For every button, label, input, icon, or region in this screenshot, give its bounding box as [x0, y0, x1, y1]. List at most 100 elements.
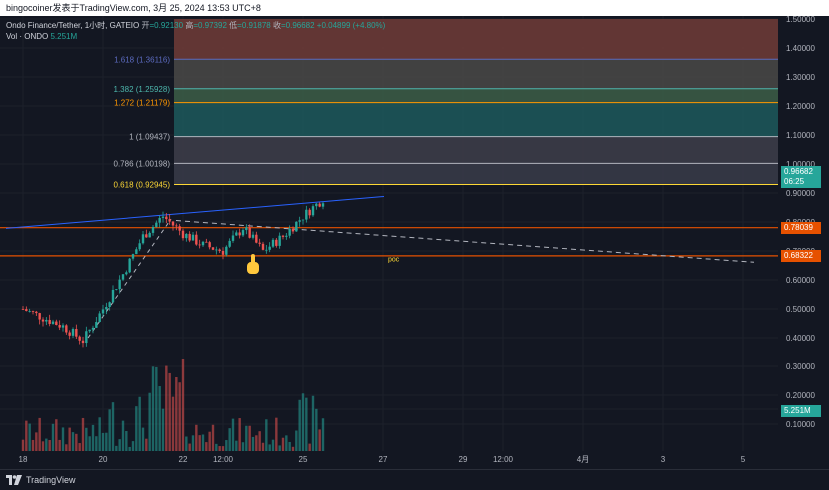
fib-level-label: 1 (1.09437) — [129, 133, 170, 142]
volume-bar — [101, 432, 105, 451]
candle-body — [151, 226, 155, 233]
volume-bar — [71, 432, 75, 451]
candle-body — [115, 289, 118, 290]
candle-body — [85, 331, 88, 344]
volume-bar — [301, 393, 305, 451]
open-value: =0.92130 — [149, 21, 184, 30]
trend-line-rise — [87, 218, 172, 339]
candle-body — [55, 321, 58, 326]
candle-body — [135, 249, 138, 255]
candle-countdown: 06:25 — [784, 177, 805, 186]
volume-bar — [225, 440, 228, 451]
last-price-value: 0.96682 — [784, 167, 813, 176]
price-axis-label: 1.20000 — [786, 102, 815, 111]
candle-body — [161, 216, 165, 218]
price-axis-label: 0.60000 — [786, 276, 815, 285]
candle-body — [171, 221, 175, 226]
volume-value: 5.251M — [50, 32, 78, 41]
candle-body — [88, 329, 91, 332]
close-label: 收 — [272, 21, 281, 30]
volume-bar — [161, 408, 165, 451]
candle-body — [268, 246, 271, 250]
volume-bar — [258, 431, 261, 451]
volume-bar — [135, 406, 138, 451]
time-axis-label: 3 — [661, 455, 666, 464]
candle-body — [165, 216, 168, 220]
volume-bar — [25, 420, 28, 451]
volume-legend: Vol · ONDO 5.251M — [6, 31, 77, 42]
price-axis-label: 1.50000 — [786, 16, 815, 24]
price-axis-label: 0.20000 — [786, 391, 815, 400]
candle-body — [201, 241, 205, 246]
candle-body — [228, 240, 231, 247]
candle-body — [188, 233, 191, 241]
volume-bar — [198, 435, 201, 451]
candle-body — [308, 209, 311, 216]
volume-bar — [58, 439, 61, 451]
volume-bar — [285, 435, 288, 451]
candle-body — [251, 234, 255, 238]
volume-bar — [188, 443, 191, 451]
change-value: +0.04899 (+4.80%) — [316, 21, 386, 30]
time-axis-label: 12:00 — [213, 455, 234, 464]
watermark-bar: bingocoiner发表于TradingView.com, 3月 25, 20… — [0, 0, 829, 16]
candle-body — [301, 219, 305, 221]
price-axis-label: 0.30000 — [786, 362, 815, 371]
volume-bar — [275, 417, 278, 451]
volume-bar — [298, 399, 301, 451]
fib-zone — [174, 19, 778, 60]
candle-body — [48, 319, 51, 324]
pointing-hand-icon — [247, 254, 259, 275]
volume-bar — [85, 427, 88, 451]
time-axis-label: 20 — [99, 455, 108, 464]
candle-body — [28, 310, 31, 312]
volume-bar — [315, 408, 318, 451]
candle-body — [255, 234, 258, 243]
candle-body — [318, 203, 321, 207]
last-price-tag: 0.96682 06:25 — [781, 166, 821, 188]
volume-bar — [265, 419, 268, 451]
candle-body — [281, 235, 285, 237]
time-axis-label: 27 — [379, 455, 388, 464]
candle-body — [141, 234, 145, 244]
candle-body — [118, 279, 121, 290]
candle-body — [221, 250, 225, 255]
volume-bar — [68, 427, 71, 451]
resistance-price-tag: 0.78039 — [781, 222, 821, 234]
candle-body — [285, 235, 288, 237]
volume-bar — [91, 424, 95, 451]
fib-level-label: 0.786 (1.00198) — [114, 159, 171, 168]
price-axis-label: 0.10000 — [786, 420, 815, 429]
candle-body — [181, 230, 185, 239]
chart-area[interactable]: 1.618 (1.36116) 1.382 (1.25928) 1.272 (1.2… — [0, 16, 829, 469]
candle-body — [191, 234, 195, 241]
support-value: 0.68322 — [784, 251, 813, 260]
volume-bar — [228, 428, 231, 451]
volume-bar — [141, 427, 145, 451]
resistance-value: 0.78039 — [784, 223, 813, 232]
candle-body — [298, 220, 301, 222]
price-chart[interactable]: 1.618 (1.36116) 1.382 (1.25928) 1.272 (1.2… — [0, 16, 829, 469]
volume-bar — [208, 431, 211, 451]
volume-bar — [21, 439, 25, 451]
tradingview-logo[interactable]: TradingView — [6, 473, 76, 487]
volume-bar — [125, 431, 128, 451]
symbol-label: Ondo Finance/Tether, 1小时, GATEIO — [6, 21, 140, 30]
volume-bar — [95, 436, 98, 451]
volume-bar — [218, 446, 221, 451]
candle-body — [238, 232, 241, 236]
volume-bar — [65, 444, 68, 451]
candle-body — [45, 319, 48, 322]
volume-bar — [51, 423, 55, 451]
candle-body — [168, 219, 171, 222]
price-axis-label: 1.30000 — [786, 73, 815, 82]
candle-body — [78, 336, 81, 341]
candle-body — [35, 311, 38, 314]
watermark-text: bingocoiner发表于TradingView.com, 3月 25, 20… — [6, 3, 261, 13]
time-axis-label: 22 — [179, 455, 188, 464]
volume-bar — [98, 417, 101, 451]
volume-tag-value: 5.251M — [784, 406, 811, 415]
volume-bar — [115, 445, 118, 451]
time-axis-label: 25 — [299, 455, 308, 464]
brand-name: TradingView — [26, 475, 76, 485]
